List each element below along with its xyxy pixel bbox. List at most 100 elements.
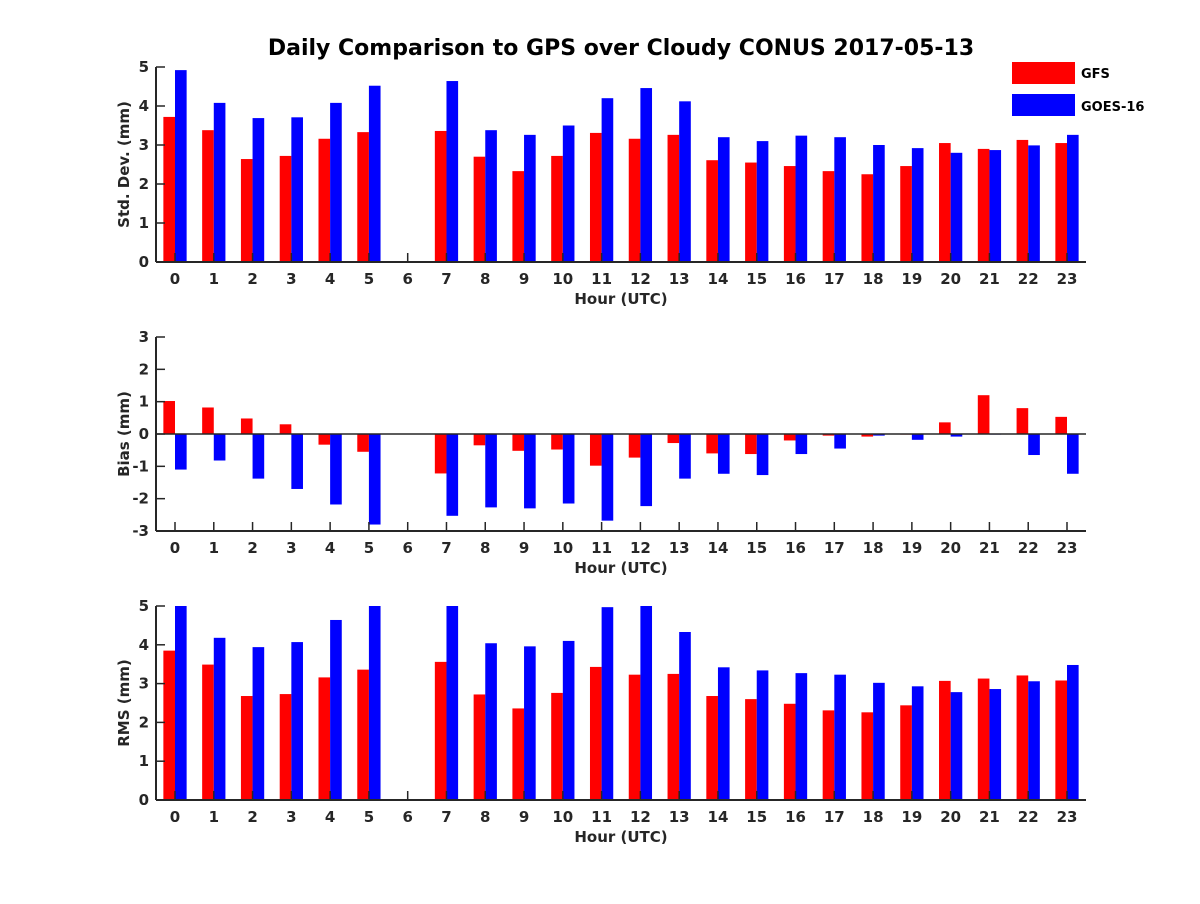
bias-x-axis-label: Hour (UTC) — [574, 559, 667, 577]
legend-swatch-goes16 — [1012, 94, 1075, 116]
rms-bar-goes16-7 — [446, 606, 459, 800]
bias-x-tick-label: 22 — [1018, 539, 1039, 557]
bias-bar-gfs-7 — [434, 434, 447, 474]
rms-y-axis-label: RMS (mm) — [115, 659, 133, 746]
std-dev-x-tick-label: 23 — [1057, 270, 1078, 288]
bias-x-tick-label: 1 — [209, 539, 219, 557]
bias-bar-goes16-14 — [717, 434, 730, 474]
rms-bar-goes16-22 — [1028, 681, 1040, 800]
std-dev-bar-gfs-5 — [357, 132, 369, 262]
std-dev-bar-goes16-11 — [601, 98, 614, 262]
bias-bar-gfs-4 — [318, 434, 331, 445]
rms-bar-goes16-21 — [989, 689, 1002, 800]
rms-bar-goes16-23 — [1067, 664, 1079, 800]
rms-bar-gfs-22 — [1016, 675, 1029, 800]
std-dev-bar-gfs-21 — [977, 148, 990, 262]
bias-x-tick-label: 13 — [669, 539, 690, 557]
std-dev-y-tick-label: 0 — [139, 253, 149, 271]
std-dev-y-tick-label: 5 — [139, 58, 149, 76]
legend: GFS GOES-16 — [1012, 62, 1144, 116]
bias-y-tick-label: -3 — [132, 522, 149, 540]
bias-bar-gfs-2 — [240, 418, 253, 434]
std-dev-bar-gfs-8 — [473, 156, 486, 262]
bias-bar-gfs-14 — [706, 434, 718, 454]
rms-bar-gfs-23 — [1055, 680, 1067, 800]
std-dev-bar-goes16-2 — [252, 118, 265, 262]
rms-bar-gfs-8 — [473, 694, 486, 800]
std-dev-y-tick-label: 3 — [139, 136, 149, 154]
std-dev-bar-gfs-3 — [279, 155, 292, 262]
rms-x-tick-label: 9 — [519, 808, 529, 826]
rms-x-tick-label: 6 — [402, 808, 412, 826]
std-dev-bar-gfs-14 — [706, 160, 718, 262]
rms-x-tick-label: 23 — [1057, 808, 1078, 826]
bias-bar-goes16-2 — [252, 434, 265, 479]
std-dev-x-tick-label: 22 — [1018, 270, 1039, 288]
std-dev-x-tick-label: 6 — [402, 270, 412, 288]
std-dev-bar-goes16-16 — [795, 135, 808, 262]
std-dev-x-tick-label: 5 — [364, 270, 374, 288]
std-dev-bar-gfs-20 — [939, 143, 951, 262]
std-dev-y-axis-label: Std. Dev. (mm) — [115, 101, 133, 228]
bias-bar-goes16-4 — [330, 434, 342, 505]
rms-x-tick-label: 20 — [940, 808, 961, 826]
bias-bar-gfs-0 — [163, 401, 175, 434]
legend-label-goes16: GOES-16 — [1081, 100, 1144, 115]
bias-bar-goes16-5 — [368, 434, 381, 525]
bias-x-tick-label: 21 — [979, 539, 1000, 557]
std-dev-x-tick-label: 2 — [247, 270, 257, 288]
std-dev-bar-gfs-9 — [512, 171, 525, 262]
rms-bar-goes16-8 — [485, 643, 497, 800]
bias-bar-goes16-13 — [679, 434, 691, 479]
bias-y-tick-label: 0 — [139, 425, 149, 443]
std-dev-x-tick-label: 4 — [325, 270, 335, 288]
rms-x-tick-label: 11 — [591, 808, 612, 826]
rms-bar-gfs-11 — [589, 666, 602, 800]
bias-bar-goes16-15 — [756, 434, 769, 476]
std-dev-x-tick-label: 18 — [863, 270, 884, 288]
std-dev-x-tick-label: 8 — [480, 270, 490, 288]
chart-title: Daily Comparison to GPS over Cloudy CONU… — [268, 36, 974, 61]
bias-bar-goes16-10 — [562, 434, 575, 504]
rms-y-tick-label: 0 — [139, 791, 149, 809]
std-dev-bar-gfs-23 — [1055, 143, 1067, 262]
rms-y-tick-label: 2 — [139, 713, 149, 731]
rms-x-tick-label: 5 — [364, 808, 374, 826]
std-dev-bar-goes16-20 — [950, 152, 963, 262]
rms-y-tick-label: 5 — [139, 597, 149, 615]
bias-x-tick-label: 18 — [863, 539, 884, 557]
std-dev-bar-goes16-15 — [756, 141, 769, 262]
rms-x-tick-label: 8 — [480, 808, 490, 826]
bias-bar-gfs-22 — [1016, 408, 1029, 434]
rms-bar-gfs-20 — [939, 680, 951, 800]
bias-x-tick-label: 2 — [247, 539, 257, 557]
std-dev-bar-goes16-14 — [717, 137, 730, 262]
bias-x-tick-label: 8 — [480, 539, 490, 557]
rms-bar-goes16-12 — [640, 606, 653, 800]
rms-y-tick-label: 4 — [139, 636, 149, 654]
std-dev-x-tick-label: 0 — [170, 270, 180, 288]
bias-x-tick-label: 14 — [708, 539, 729, 557]
bias-bar-gfs-10 — [551, 434, 563, 450]
bias-bar-gfs-12 — [628, 434, 641, 458]
bias-bar-goes16-20 — [950, 434, 963, 437]
std-dev-x-tick-label: 1 — [209, 270, 219, 288]
rms-bar-goes16-1 — [213, 637, 226, 800]
std-dev-bar-gfs-1 — [202, 130, 214, 262]
std-dev-bar-goes16-10 — [562, 125, 575, 262]
std-dev-x-tick-label: 16 — [785, 270, 806, 288]
rms-bar-gfs-5 — [357, 669, 369, 800]
bias-bar-goes16-16 — [795, 434, 808, 455]
std-dev-x-tick-label: 21 — [979, 270, 1000, 288]
bias-bar-gfs-18 — [861, 434, 874, 437]
bias-bar-gfs-8 — [473, 434, 486, 446]
rms-bar-gfs-16 — [783, 703, 796, 800]
rms-bar-gfs-15 — [745, 699, 757, 800]
rms-x-tick-label: 7 — [441, 808, 451, 826]
rms-x-tick-label: 16 — [785, 808, 806, 826]
bias-bar-goes16-9 — [524, 434, 536, 509]
rms-bar-gfs-12 — [628, 674, 641, 800]
